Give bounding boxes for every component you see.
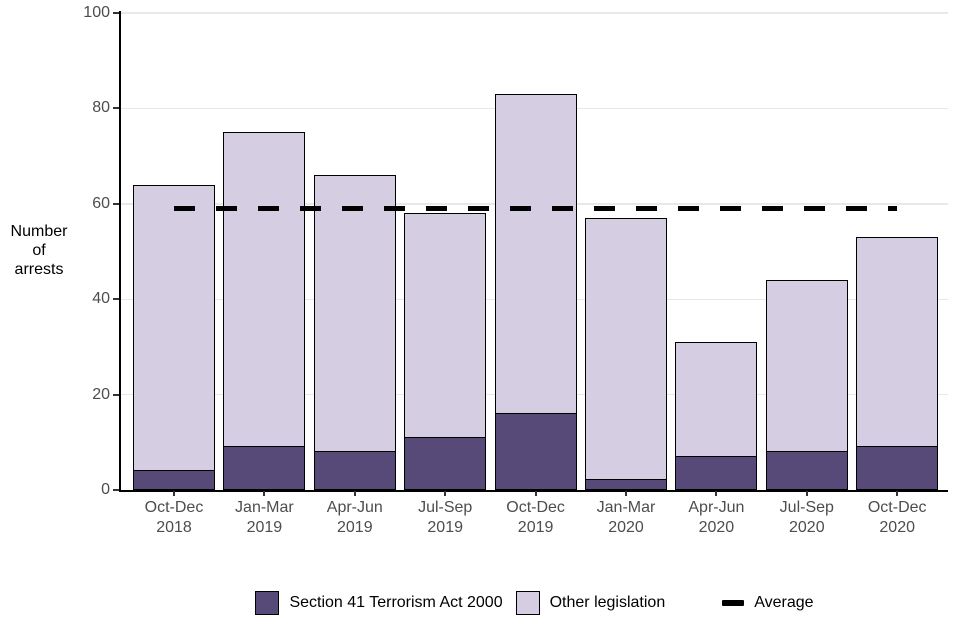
legend-average-dash-icon: [722, 600, 745, 606]
bar-jan-mar-2020: [585, 218, 667, 490]
plot-area: [121, 12, 948, 490]
y-tick-label-0: 0: [101, 481, 110, 498]
bar-oct-dec-2020: [856, 237, 939, 490]
x-tick-label-year-0: 2018: [156, 519, 192, 536]
x-tick-label-2: Apr-Jun 2019: [300, 498, 410, 538]
x-tick-label-1: Jan-Mar 2019: [209, 498, 319, 538]
x-tick-label-6: Apr-Jun 2020: [661, 498, 771, 538]
y-tick-label-20: 20: [92, 385, 110, 403]
x-tick-label-year-2: 2019: [337, 519, 373, 536]
y-axis-title-line-1: Number: [10, 223, 68, 240]
bar-jul-sep-2020: [765, 280, 848, 490]
x-tick-5: [625, 491, 627, 496]
y-axis-title-line-3: arrests: [14, 261, 64, 278]
x-tick-label-3: Jul-Sep 2019: [390, 498, 500, 538]
bar-segment-section41-jan-mar-2019: [224, 446, 305, 489]
y-tick-60: [113, 202, 119, 205]
x-tick-label-year-8: 2020: [879, 519, 915, 536]
x-tick-label-quarter-4: Oct-Dec: [506, 499, 565, 516]
x-tick-label-year-6: 2020: [698, 519, 735, 536]
bar-segment-section41-jul-sep-2019: [405, 436, 486, 489]
x-axis-line: [119, 489, 948, 492]
legend-label-section41: Section 41 Terrorism Act 2000: [289, 594, 503, 611]
bar-apr-jun-2020: [675, 342, 758, 490]
legend-item-average: Average: [722, 594, 814, 612]
y-axis-title: Number of arrests: [2, 222, 76, 279]
y-tick-label-40: 40: [92, 290, 110, 308]
y-tick-label-100: 100: [83, 4, 110, 21]
legend: Section 41 Terrorism Act 2000 Other legi…: [121, 588, 948, 618]
x-tick-label-4: Oct-Dec 2019: [481, 498, 591, 538]
bar-apr-jun-2019: [313, 175, 396, 490]
y-tick-20: [113, 393, 119, 396]
x-tick-3: [444, 491, 447, 496]
bar-oct-dec-2018: [133, 184, 215, 490]
x-tick-label-year-5: 2020: [608, 519, 644, 536]
y-axis-line: [119, 11, 122, 492]
x-tick-label-quarter-2: Apr-Jun: [326, 499, 383, 516]
bar-oct-dec-2019: [494, 94, 577, 490]
x-tick-label-year-3: 2019: [427, 519, 463, 536]
y-tick-40: [113, 298, 119, 301]
average-line: [174, 206, 898, 212]
y-tick-80: [113, 107, 119, 110]
x-tick-label-quarter-7: Jul-Sep: [779, 499, 834, 516]
x-tick-label-quarter-1: Jan-Mar: [235, 499, 294, 516]
x-tick-7: [805, 491, 808, 496]
legend-label-other-legislation: Other legislation: [549, 594, 666, 611]
bar-segment-section41-jul-sep-2020: [766, 450, 847, 489]
y-tick-label-80: 80: [92, 99, 110, 117]
x-tick-label-quarter-0: Oct-Dec: [144, 499, 204, 516]
y-tick-0: [113, 489, 119, 491]
bar-segment-section41-apr-jun-2020: [676, 455, 757, 489]
legend-item-section41: Section 41 Terrorism Act 2000: [255, 591, 503, 615]
bar-segment-section41-oct-dec-2019: [495, 412, 576, 489]
x-tick-4: [534, 491, 537, 496]
legend-swatch-section41: [255, 591, 280, 615]
x-tick-2: [353, 491, 356, 496]
x-tick-label-quarter-8: Oct-Dec: [867, 499, 927, 516]
x-tick-label-year-4: 2019: [517, 519, 554, 536]
bar-segment-section41-apr-jun-2019: [314, 450, 395, 489]
legend-label-average: Average: [754, 594, 814, 611]
y-tick-100: [113, 12, 119, 14]
x-tick-label-8: Oct-Dec 2020: [842, 498, 952, 538]
bar-segment-section41-oct-dec-2018: [134, 469, 214, 489]
bar-segment-section41-jan-mar-2020: [586, 479, 666, 489]
y-axis-title-line-2: of: [32, 242, 46, 259]
x-tick-label-7: Jul-Sep 2020: [752, 498, 862, 538]
bar-jan-mar-2019: [223, 132, 306, 490]
x-tick-1: [263, 491, 266, 496]
x-tick-label-0: Oct-Dec 2018: [119, 498, 229, 538]
x-tick-label-year-1: 2019: [246, 519, 283, 536]
gridline-100: [121, 12, 948, 14]
x-tick-label-5: Jan-Mar 2020: [571, 498, 681, 538]
x-tick-8: [896, 491, 899, 496]
x-tick-label-year-7: 2020: [789, 519, 825, 536]
legend-swatch-other-legislation: [515, 591, 540, 615]
legend-item-other-legislation: Other legislation: [515, 591, 666, 615]
x-tick-label-quarter-5: Jan-Mar: [596, 499, 656, 516]
bar-segment-section41-oct-dec-2020: [857, 446, 938, 489]
x-tick-6: [715, 491, 718, 496]
bar-jul-sep-2019: [404, 213, 487, 490]
y-tick-label-60: 60: [92, 194, 110, 212]
x-tick-label-quarter-3: Jul-Sep: [418, 499, 473, 516]
x-tick-0: [173, 491, 175, 496]
x-tick-label-quarter-6: Apr-Jun: [688, 499, 745, 516]
